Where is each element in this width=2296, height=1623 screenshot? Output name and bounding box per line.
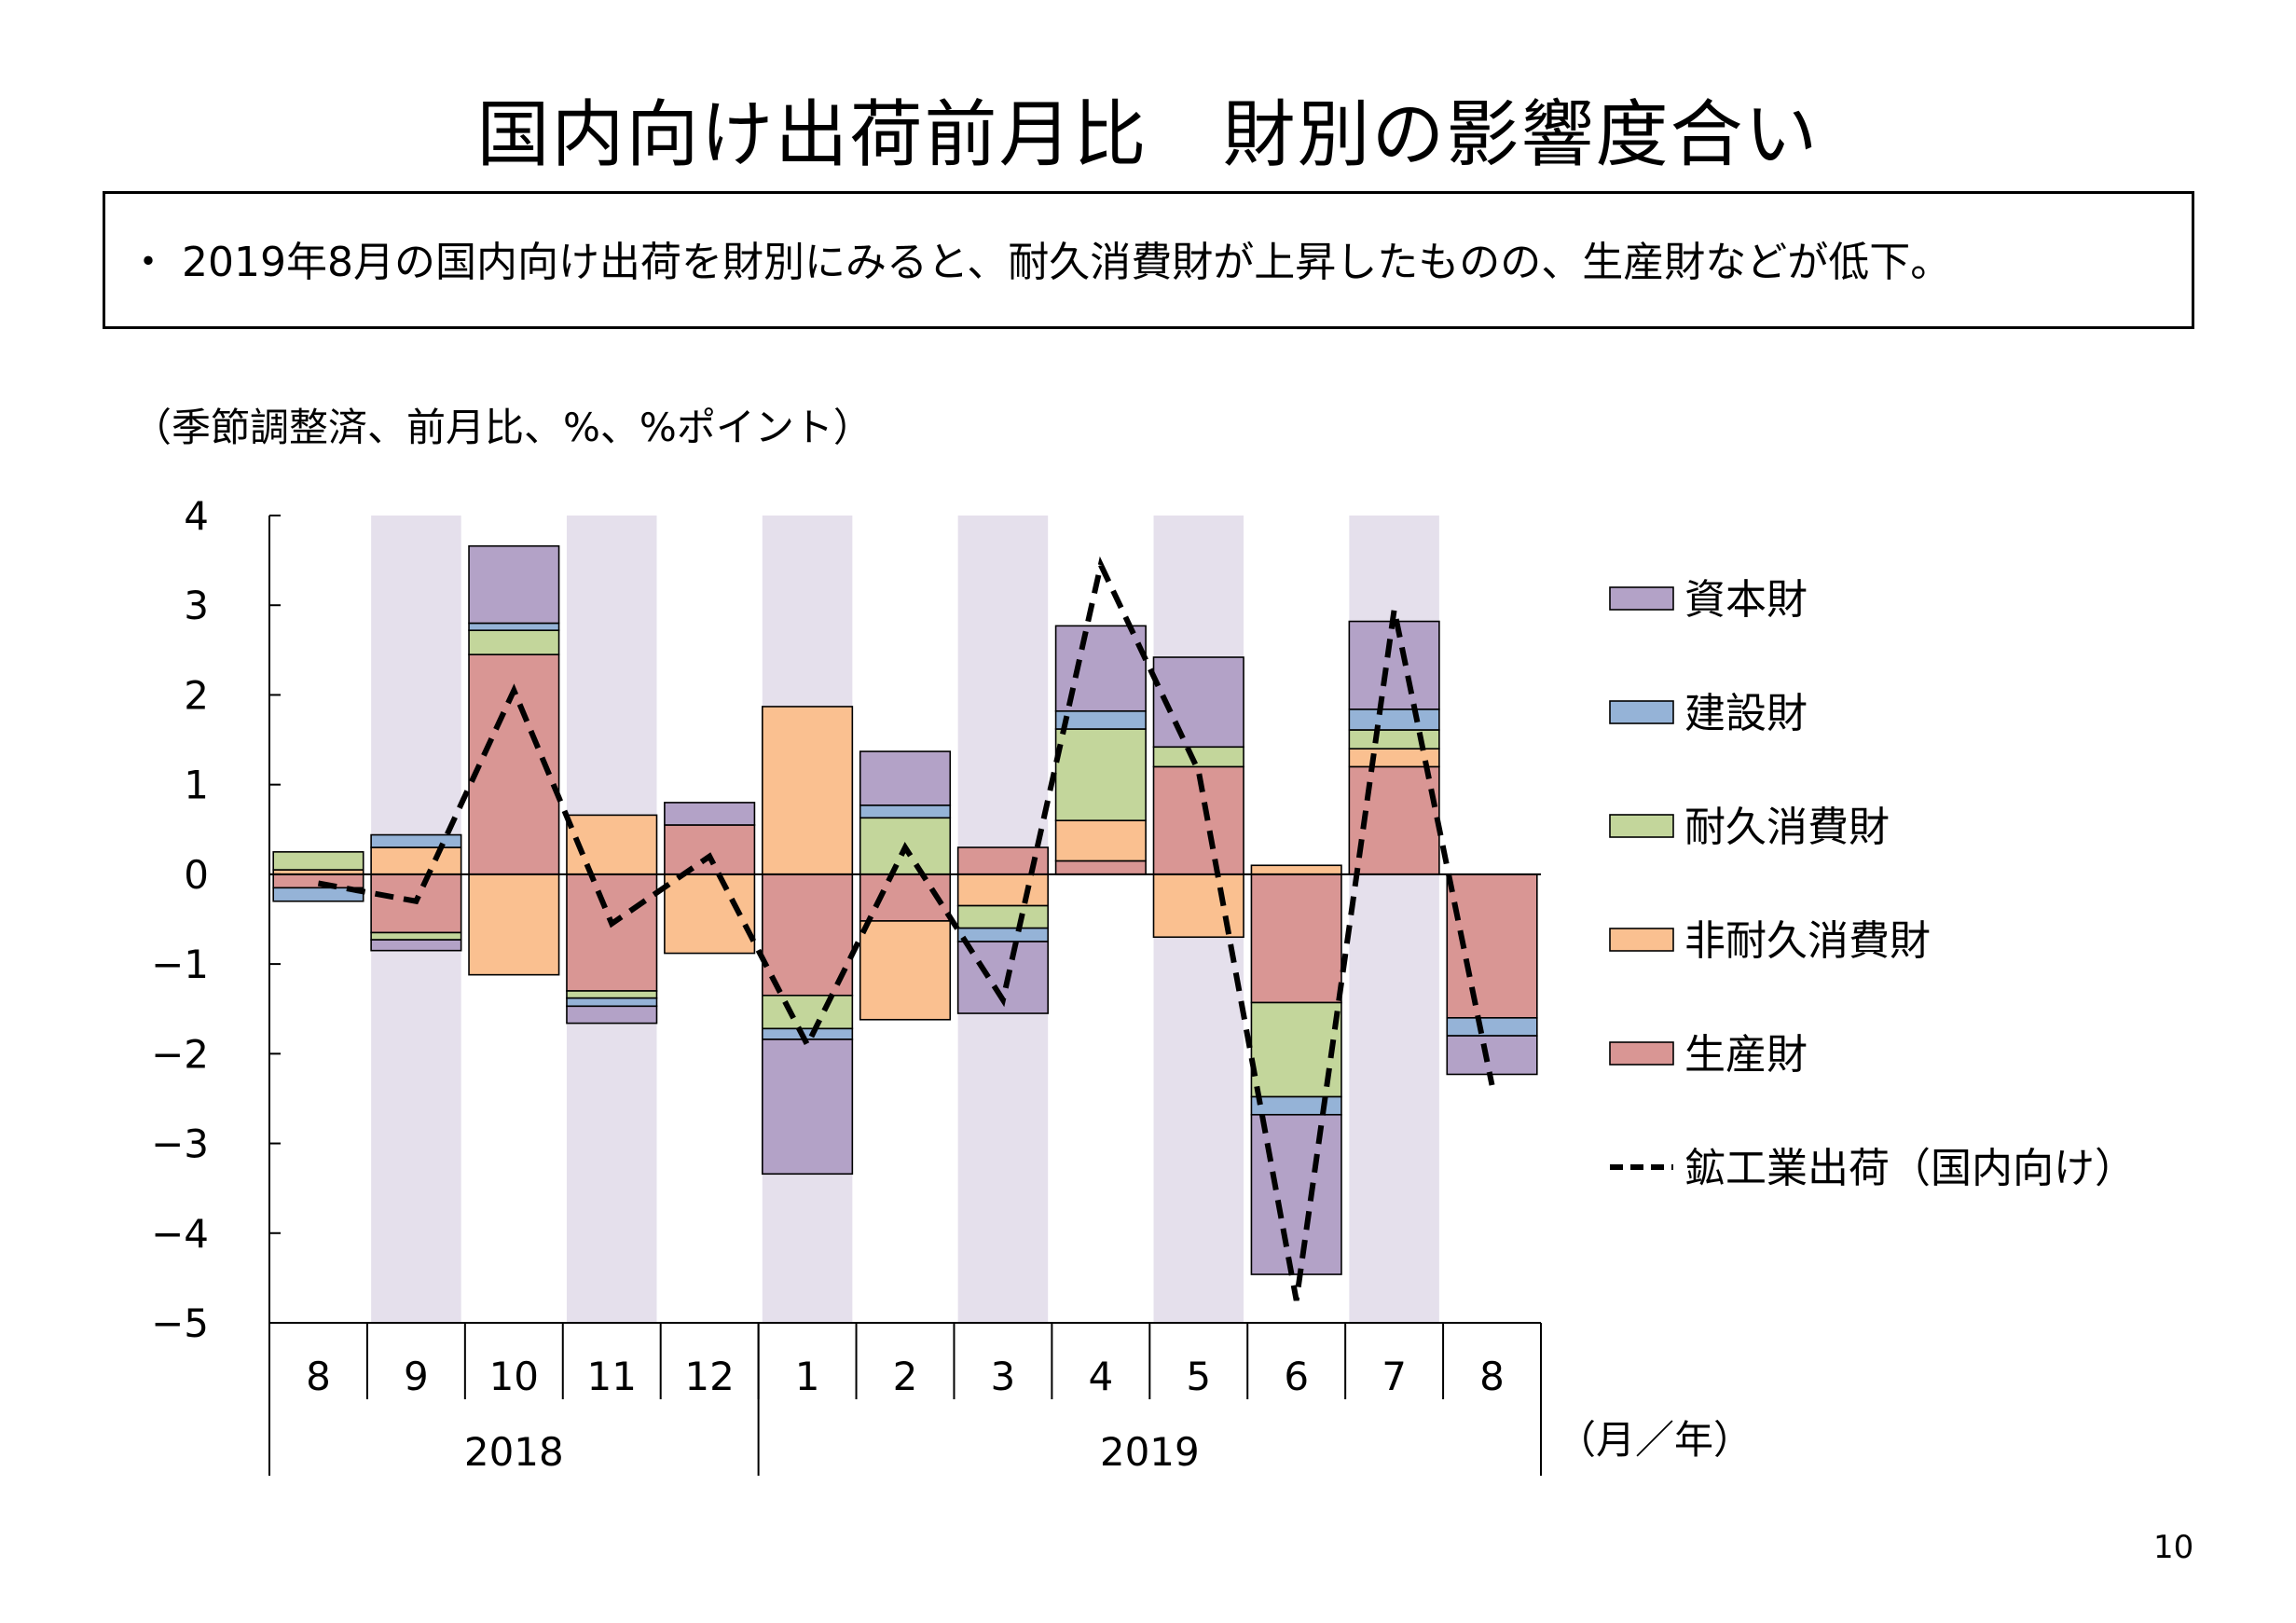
bar-segment-s0-c5	[762, 873, 854, 997]
y-tick-label: 3	[184, 583, 209, 628]
bar-segment-s3-c2	[468, 622, 560, 631]
bar-segment-s2-c3	[566, 990, 658, 999]
y-tick-label: 2	[184, 672, 209, 718]
bar-segment-s4-c3	[566, 1005, 658, 1025]
bar-segment-s3-c7	[956, 927, 1049, 942]
bar-segment-s1-c3	[566, 814, 658, 875]
legend-swatch-0	[1609, 586, 1674, 611]
x-tick-label: 8	[306, 1354, 331, 1399]
bar-segment-s1-c6	[859, 920, 952, 1021]
bar-segment-s1-c7	[956, 873, 1049, 907]
summary-box: ・ 2019年8月の国内向け出荷を財別にみると、耐久消費財が上昇したものの、生産…	[103, 191, 2194, 329]
bar-segment-s4-c9	[1152, 656, 1244, 749]
bar-segment-s0-c8	[1054, 860, 1147, 875]
y-tick-label: 0	[184, 852, 209, 898]
x-tick-label: 11	[587, 1354, 637, 1399]
x-tick-label: 1	[795, 1354, 820, 1399]
bar-segment-s2-c8	[1054, 728, 1147, 821]
legend-swatch-4	[1609, 1041, 1674, 1066]
legend-label: 鉱工業出荷（国内向け）	[1684, 1145, 2136, 1192]
x-tick-label: 4	[1088, 1354, 1113, 1399]
y-tick-label: −5	[151, 1300, 209, 1346]
bar-segment-s4-c11	[1348, 620, 1440, 710]
bar-segment-s0-c12	[1446, 873, 1538, 1019]
legend-swatch-2	[1609, 814, 1674, 838]
x-tick-label: 9	[404, 1354, 429, 1399]
bar-segment-s2-c7	[956, 904, 1049, 929]
bar-segment-s1-c5	[762, 706, 854, 875]
year-label: 2019	[1100, 1429, 1200, 1475]
unit-note: （季節調整済、前月比、%、%ポイント）	[132, 405, 873, 450]
page-title: 国内向け出荷前月比 財別の影響度合い	[476, 93, 1820, 177]
legend-swatch-1	[1609, 700, 1674, 724]
bar-segment-s2-c2	[468, 629, 560, 655]
bar-segment-s1-c10	[1250, 864, 1342, 875]
bar-segment-s4-c12	[1446, 1035, 1538, 1076]
bar-segment-s1-c8	[1054, 819, 1147, 862]
y-tick-label: −1	[151, 942, 209, 987]
bar-segment-s1-c2	[468, 873, 560, 976]
total-shipments-line	[317, 556, 1495, 1301]
bar-segment-s3-c1	[370, 833, 462, 848]
bar-segment-s3-c10	[1250, 1095, 1342, 1116]
y-tick-label: 1	[184, 763, 209, 808]
legend-label: 非耐久消費財	[1684, 917, 1931, 965]
y-tick-label: 4	[184, 493, 209, 539]
x-tick-label: 10	[489, 1354, 539, 1399]
bar-segment-s3-c12	[1446, 1017, 1538, 1037]
legend-label: 建設財	[1684, 690, 1808, 737]
page-number: 10	[2153, 1529, 2194, 1566]
bar-segment-s2-c11	[1348, 729, 1440, 750]
bar-segment-s2-c5	[762, 994, 854, 1030]
bars-layer	[272, 544, 1538, 1275]
bar-segment-s0-c4	[664, 824, 756, 875]
x-unit-label: （月／年）	[1557, 1417, 1753, 1463]
x-tick-label: 6	[1284, 1354, 1309, 1399]
bar-segment-s4-c6	[859, 750, 952, 806]
bar-segment-s4-c1	[370, 939, 462, 952]
x-tick-label: 12	[684, 1354, 734, 1399]
bar-segment-s4-c2	[468, 544, 560, 625]
x-tick-label: 3	[991, 1354, 1016, 1399]
bar-segment-s3-c3	[566, 997, 658, 1008]
bar-segment-s4-c10	[1250, 1113, 1342, 1275]
bar-segment-s3-c8	[1054, 709, 1147, 730]
bar-segment-s2-c1	[370, 931, 462, 941]
x-tick-label: 7	[1382, 1354, 1407, 1399]
y-tick-label: −4	[151, 1211, 209, 1257]
bar-segment-s1-c1	[370, 846, 462, 875]
bar-segment-s4-c4	[664, 802, 756, 826]
bar-segment-s2-c9	[1152, 746, 1244, 768]
x-tick-label: 2	[893, 1354, 918, 1399]
y-tick-label: −3	[151, 1121, 209, 1167]
bar-segment-s3-c0	[272, 887, 364, 902]
y-tick-label: −2	[151, 1031, 209, 1077]
legend-label: 耐久消費財	[1684, 804, 1890, 851]
bar-segment-s0-c10	[1250, 873, 1342, 1004]
bar-segment-s3-c6	[859, 804, 952, 819]
x-tick-label: 8	[1479, 1354, 1505, 1399]
bar-segment-s2-c0	[272, 851, 364, 871]
bar-segment-s0-c3	[566, 873, 658, 992]
bar-segment-s3-c11	[1348, 708, 1440, 731]
legend-label: 生産財	[1684, 1031, 1808, 1079]
line-layer	[317, 556, 1495, 1301]
legend-label: 資本財	[1684, 576, 1808, 624]
year-label: 2018	[464, 1429, 564, 1475]
x-tick-label: 5	[1186, 1354, 1211, 1399]
bar-segment-s3-c5	[762, 1027, 854, 1040]
legend-swatch-3	[1609, 928, 1674, 952]
bar-segment-s4-c5	[762, 1038, 854, 1176]
